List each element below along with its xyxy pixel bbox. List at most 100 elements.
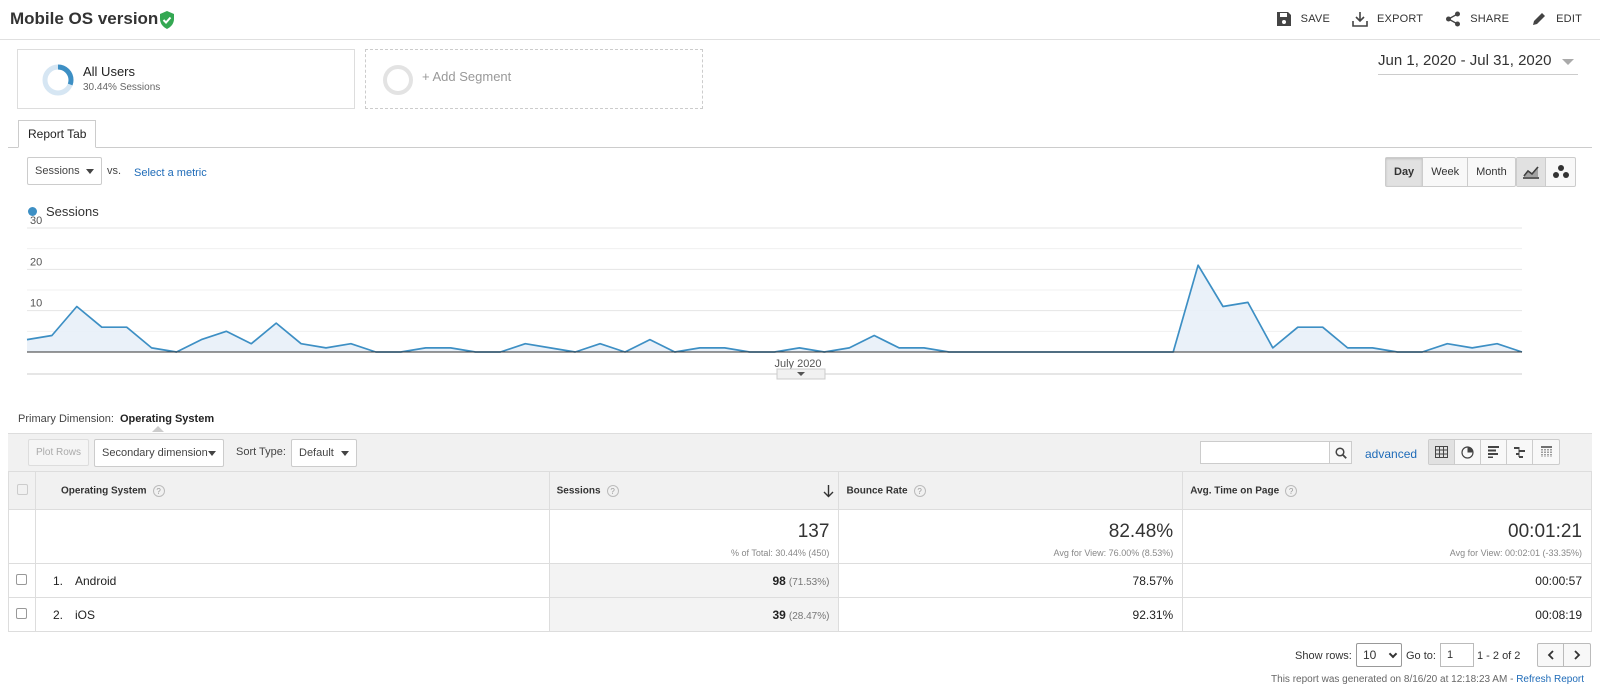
totals-bounce-rate: 82.48% Avg for View: 76.00% (8.53%) xyxy=(838,509,1184,564)
select-all-cell xyxy=(8,471,36,510)
goto-page-input[interactable]: 1 xyxy=(1440,643,1474,667)
legend-label: Sessions xyxy=(46,204,99,219)
search-icon xyxy=(1334,446,1347,459)
totals-row: 137 % of Total: 30.44% (450) 82.48% Avg … xyxy=(8,509,1592,564)
show-rows-value: 10 xyxy=(1363,648,1377,662)
help-icon[interactable]: ? xyxy=(606,484,619,497)
caret-down-icon xyxy=(86,169,94,174)
column-header-avg-time[interactable]: Avg. Time on Page? xyxy=(1182,471,1592,510)
totals-bounce-sub: Avg for View: 76.00% (8.53%) xyxy=(1053,548,1174,558)
chart-legend: Sessions xyxy=(28,204,99,219)
save-icon xyxy=(1276,12,1291,26)
metric-select[interactable]: Sessions xyxy=(27,157,102,185)
x-tick-label: July 2020 xyxy=(774,358,821,370)
edit-label: EDIT xyxy=(1556,13,1582,25)
chevron-left-icon xyxy=(1547,650,1554,660)
table-search-button[interactable] xyxy=(1329,441,1352,464)
row-os-name[interactable]: iOS xyxy=(74,607,95,622)
column-header-bounce-rate[interactable]: Bounce Rate? xyxy=(838,471,1184,510)
add-segment-button[interactable]: + Add Segment xyxy=(365,49,703,109)
dimension-pointer xyxy=(152,426,164,432)
segment-name: All Users xyxy=(83,64,136,79)
sort-type-select[interactable]: Default xyxy=(291,439,357,467)
row-checkbox[interactable] xyxy=(16,573,27,585)
advanced-filter-link[interactable]: advanced xyxy=(1365,447,1418,461)
granularity-day-button[interactable]: Day xyxy=(1386,158,1424,186)
caret-down-icon xyxy=(341,451,349,456)
help-icon[interactable]: ? xyxy=(913,484,926,497)
totals-bounce-value: 82.48% xyxy=(1108,521,1174,542)
y-tick-label: 30 xyxy=(30,215,42,227)
caret-down-icon xyxy=(1562,59,1574,65)
show-rows-label: Show rows: xyxy=(1295,650,1352,662)
pencil-icon xyxy=(1533,13,1546,25)
table-row: 2. iOS 39 (28.47%) 92.31% 00:08:19 xyxy=(8,597,1592,632)
sessions-chart: 10 20 30 July 2020 xyxy=(26,215,1523,380)
row-os-name[interactable]: Android xyxy=(74,573,117,588)
totals-sessions: 137 % of Total: 30.44% (450) xyxy=(549,509,840,564)
goto-label: Go to: xyxy=(1406,650,1436,662)
chevron-down-icon xyxy=(1388,649,1398,659)
row-avg-time: 00:00:57 xyxy=(1182,563,1592,598)
sessions-area xyxy=(27,265,1522,352)
row-sessions: 39 xyxy=(772,607,786,622)
totals-sessions-sub: % of Total: 30.44% (450) xyxy=(731,548,830,558)
totals-time-sub: Avg for View: 00:02:01 (-33.35%) xyxy=(1449,548,1582,558)
granularity-toggle: Day Week Month xyxy=(1385,157,1516,187)
select-all-checkbox[interactable] xyxy=(17,483,28,495)
column-header-os[interactable]: Operating System? xyxy=(35,471,550,510)
report-header: Mobile OS version SAVE EXPORT SHARE EDIT xyxy=(0,0,1600,40)
pager-buttons xyxy=(1537,643,1591,667)
add-segment-label: + Add Segment xyxy=(422,69,512,84)
table-toolbar: Plot Rows Secondary dimension Sort Type:… xyxy=(8,433,1592,471)
granularity-week-button[interactable]: Week xyxy=(1423,158,1469,186)
bar-chart-icon xyxy=(1488,446,1499,458)
pivot-view-button[interactable] xyxy=(1533,440,1559,464)
row-checkbox[interactable] xyxy=(16,607,27,619)
granularity-month-button[interactable]: Month xyxy=(1476,166,1507,178)
column-label: Avg. Time on Page xyxy=(1190,485,1280,497)
secondary-dimension-select[interactable]: Secondary dimension xyxy=(94,439,224,467)
totals-time-value: 00:01:21 xyxy=(1508,521,1582,542)
line-chart-icon xyxy=(1523,166,1539,179)
segment-all-users[interactable]: All Users 30.44% Sessions xyxy=(17,49,355,109)
vs-label: vs. xyxy=(107,165,122,177)
sort-down-arrow-icon xyxy=(823,485,834,498)
line-chart-button[interactable] xyxy=(1517,158,1546,186)
next-page-button[interactable] xyxy=(1564,644,1590,666)
column-label: Bounce Rate xyxy=(846,485,908,497)
tab-report[interactable]: Report Tab xyxy=(18,120,97,148)
tab-divider xyxy=(8,147,1592,148)
previous-page-button[interactable] xyxy=(1538,644,1564,666)
plot-rows-button[interactable]: Plot Rows xyxy=(28,439,90,466)
primary-dimension: Primary Dimension: Operating System xyxy=(18,413,214,425)
export-button[interactable]: EXPORT xyxy=(1352,11,1423,27)
table-view-toggle xyxy=(1428,439,1560,465)
select-metric-link[interactable]: Select a metric xyxy=(134,167,207,179)
date-range-picker[interactable]: Jun 1, 2020 - Jul 31, 2020 xyxy=(1378,51,1578,75)
table-header-row: Operating System? Sessions? Bounce Rate?… xyxy=(8,471,1592,510)
edit-button[interactable]: EDIT xyxy=(1531,11,1582,27)
data-table-view-button[interactable] xyxy=(1429,440,1455,464)
legend-dot xyxy=(28,207,37,216)
pie-view-button[interactable] xyxy=(1455,440,1481,464)
verified-shield-icon xyxy=(160,11,174,29)
primary-dimension-value[interactable]: Operating System xyxy=(119,413,215,425)
performance-view-button[interactable] xyxy=(1481,440,1507,464)
report-table: Operating System? Sessions? Bounce Rate?… xyxy=(8,471,1592,632)
help-icon[interactable]: ? xyxy=(152,484,165,497)
totals-avg-time: 00:01:21 Avg for View: 00:02:01 (-33.35%… xyxy=(1182,509,1592,564)
column-header-sessions[interactable]: Sessions? xyxy=(549,471,840,510)
save-button[interactable]: SAVE xyxy=(1276,11,1330,27)
empty-ring-icon xyxy=(383,65,413,95)
motion-chart-button[interactable] xyxy=(1546,158,1575,186)
comparison-icon xyxy=(1514,447,1525,458)
refresh-report-link[interactable]: Refresh Report xyxy=(1516,674,1584,685)
caret-down-icon xyxy=(208,451,216,456)
help-icon[interactable]: ? xyxy=(1285,484,1298,497)
show-rows-select[interactable]: 10 xyxy=(1356,643,1402,667)
comparison-view-button[interactable] xyxy=(1507,440,1533,464)
save-label: SAVE xyxy=(1300,13,1330,25)
row-sessions: 98 xyxy=(772,573,786,588)
share-button[interactable]: SHARE xyxy=(1445,11,1509,27)
